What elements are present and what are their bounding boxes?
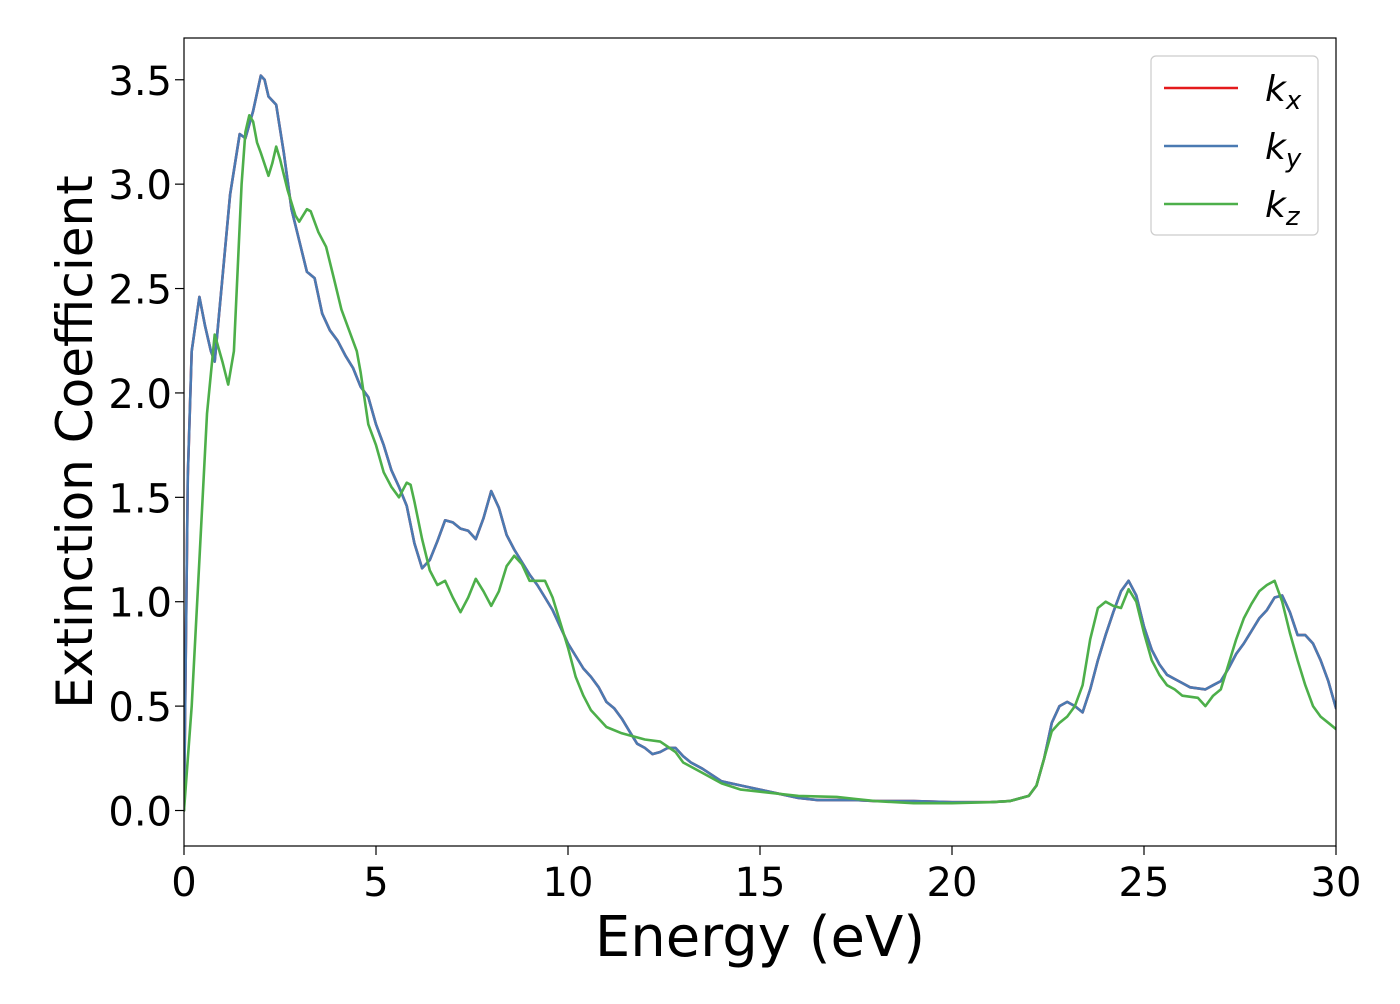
x-tick-label: 20 — [927, 860, 978, 906]
x-tick-label: 0 — [171, 860, 196, 906]
y-tick-label: 1.5 — [108, 476, 172, 522]
series-line-z — [184, 114, 1336, 812]
legend-label-base: k — [1265, 69, 1288, 110]
series-layer — [184, 74, 1336, 812]
legend-label-x: kx — [1265, 69, 1302, 116]
legend-label-subscript: x — [1285, 86, 1302, 116]
legend-label-y: ky — [1265, 127, 1302, 174]
legend-label-base: k — [1265, 185, 1288, 226]
legend-label-base: k — [1265, 127, 1288, 168]
y-tick-label: 3.0 — [108, 163, 172, 209]
y-tick-label: 2.5 — [108, 268, 172, 314]
x-tick-label: 5 — [363, 860, 388, 906]
legend-label-subscript: y — [1285, 144, 1302, 174]
x-tick-label: 25 — [1119, 860, 1170, 906]
x-tick-label: 10 — [543, 860, 594, 906]
x-axis-label: Energy (eV) — [595, 905, 925, 970]
y-tick-label: 1.0 — [108, 581, 172, 627]
y-tick-label: 2.0 — [108, 372, 172, 418]
x-tick-label: 15 — [735, 860, 786, 906]
y-tick-label: 0.0 — [108, 790, 172, 836]
legend-label-z: kz — [1265, 185, 1301, 232]
y-tick-label: 3.5 — [108, 59, 172, 105]
y-tick-label: 0.5 — [108, 685, 172, 731]
x-tick-label: 30 — [1311, 860, 1362, 906]
y-axis-label: Extinction Coefficient — [46, 175, 104, 709]
axes-layer: 0 5 10 15 20 25 30 0.0 0.5 1.0 1.5 2.0 2.5 3.0 3.5 — [108, 59, 1361, 906]
legend-label-subscript: z — [1285, 202, 1301, 232]
